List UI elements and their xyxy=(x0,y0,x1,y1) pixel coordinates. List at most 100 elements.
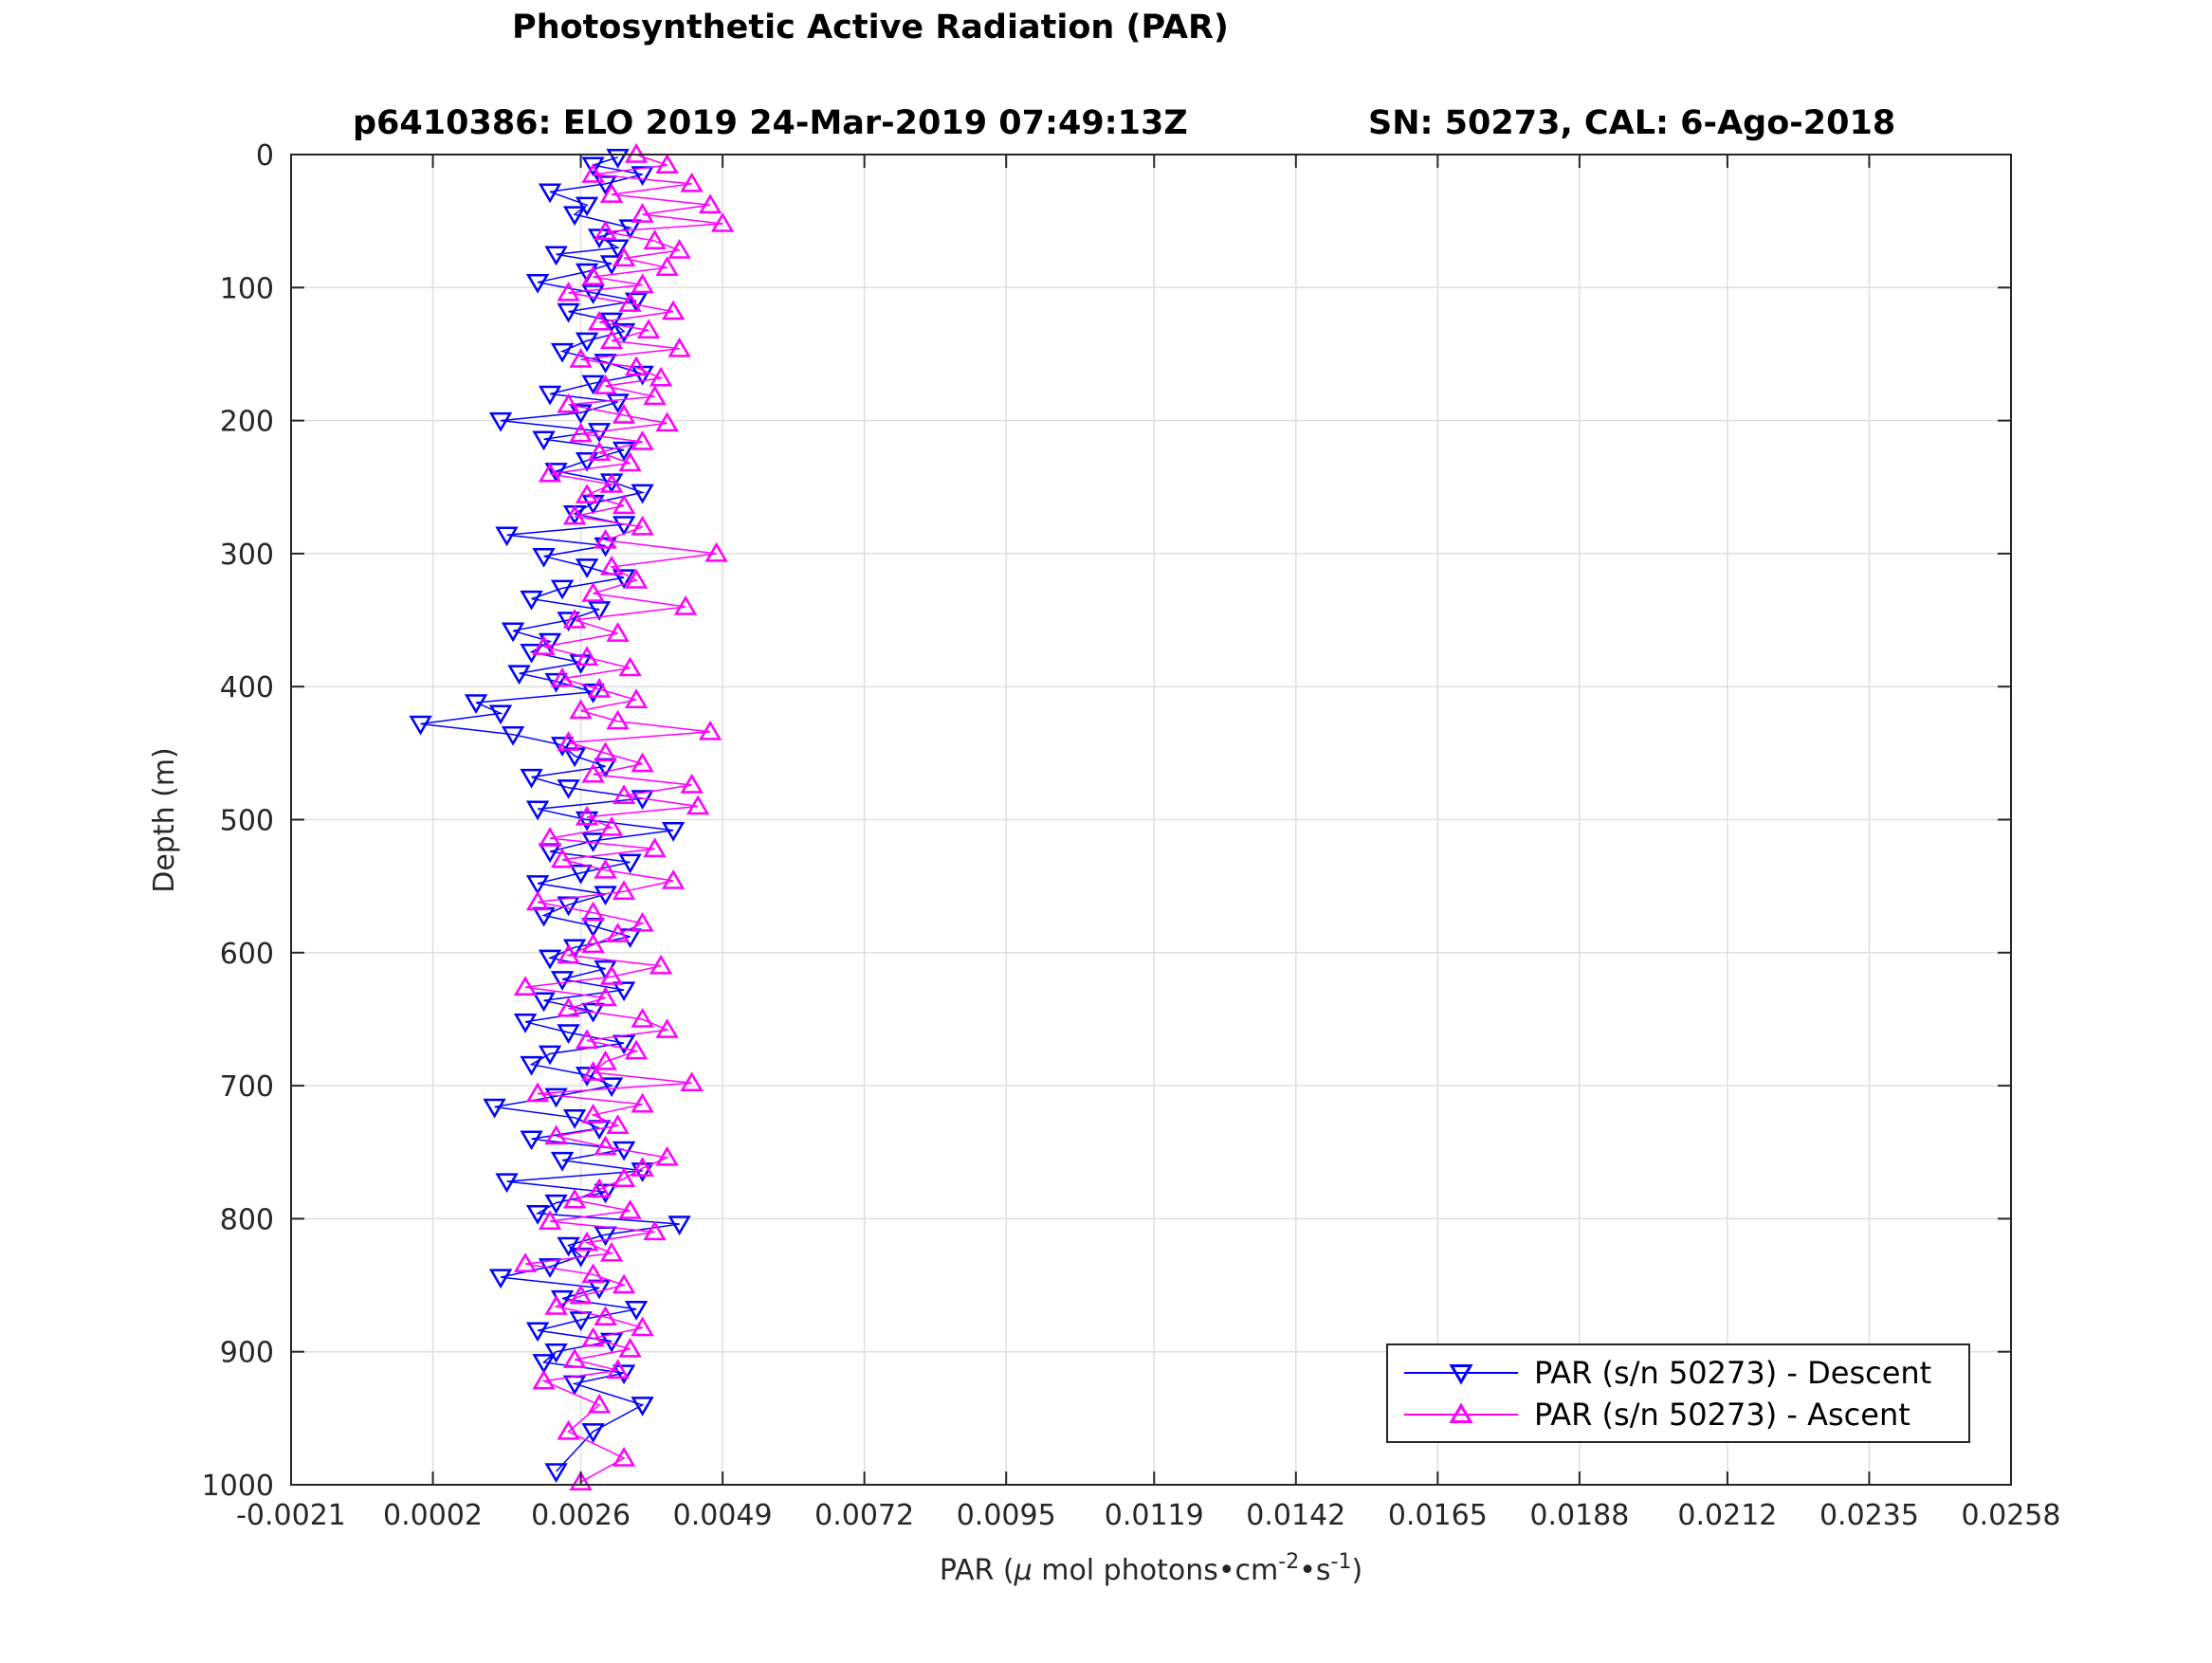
ascent-point xyxy=(594,858,617,879)
ascent-point xyxy=(612,494,636,515)
legend-ascent-label: PAR (s/n 50273) - Ascent xyxy=(1534,1397,1910,1433)
ascent-point xyxy=(624,568,649,589)
ascent-point xyxy=(581,163,605,183)
ascent-point xyxy=(631,752,654,773)
descent-point xyxy=(409,715,432,736)
descent-point xyxy=(538,949,562,970)
x-tick-label: 0.0119 xyxy=(1105,1499,1204,1532)
descent-point xyxy=(544,672,568,693)
ascent-point xyxy=(581,762,605,783)
ascent-point xyxy=(612,784,636,804)
descent-point xyxy=(661,821,686,842)
ascent-point xyxy=(587,1393,612,1414)
ascent-point xyxy=(569,1471,593,1490)
y-tick-label: 1000 xyxy=(202,1470,274,1503)
x-tick-label: 0.0258 xyxy=(1962,1499,2061,1532)
descent-point xyxy=(544,246,568,266)
legend-descent-marker xyxy=(1449,1364,1473,1385)
ascent-point xyxy=(594,1306,617,1325)
descent-point xyxy=(544,1194,568,1215)
descent-point xyxy=(525,1205,550,1225)
x-tick-label: 0.0026 xyxy=(531,1499,631,1532)
ascent-point xyxy=(587,441,612,462)
ascent-point xyxy=(513,976,538,996)
descent-point xyxy=(575,558,599,578)
ascent-point xyxy=(655,1145,679,1166)
descent-point xyxy=(581,1423,605,1443)
ascent-point xyxy=(673,595,698,615)
descent-point xyxy=(575,451,599,472)
descent-point xyxy=(532,1354,556,1374)
ascent-point xyxy=(667,239,691,259)
ascent-point xyxy=(680,172,704,192)
descent-point xyxy=(520,1130,543,1151)
descent-point xyxy=(550,737,575,757)
descent-point xyxy=(575,811,599,832)
ascent-point xyxy=(661,300,686,320)
ascent-point xyxy=(606,709,630,730)
ascent-point xyxy=(575,646,599,667)
ascent-point xyxy=(557,393,580,413)
ascent-point xyxy=(606,1114,630,1134)
ascent-point xyxy=(599,329,624,350)
ascent-point xyxy=(618,1199,642,1219)
ascent-point xyxy=(538,827,562,847)
x-tick-label: 0.0072 xyxy=(814,1499,914,1532)
descent-point xyxy=(520,768,543,789)
ascent-point xyxy=(594,375,617,394)
descent-point xyxy=(612,1364,636,1385)
ascent-point xyxy=(631,911,654,932)
ascent-point xyxy=(594,1135,617,1156)
descent-point xyxy=(544,1343,568,1363)
ascent-point xyxy=(594,220,617,241)
descent-point xyxy=(495,526,519,547)
series-layer xyxy=(409,143,735,1490)
ascent-point xyxy=(655,256,679,277)
descent-point xyxy=(550,971,575,991)
x-axis-label: PAR (μ mol photons•cm-2•s-1) xyxy=(940,1550,1362,1588)
descent-point xyxy=(464,694,488,715)
ascent-point xyxy=(612,1273,636,1294)
ascent-point xyxy=(618,656,642,677)
descent-point xyxy=(606,149,630,169)
ascent-point xyxy=(606,622,630,642)
descent-point xyxy=(557,1236,580,1257)
ascent-series xyxy=(513,143,735,1490)
ascent-point xyxy=(680,1071,704,1092)
ascent-point xyxy=(606,1359,630,1380)
ascent-point xyxy=(575,805,599,826)
descent-point xyxy=(520,590,543,611)
x-tick-label: 0.0002 xyxy=(383,1499,483,1532)
descent-point xyxy=(631,1162,654,1182)
y-axis: 0 100 200 300 400 500 600 700 800 900 1000 xyxy=(202,139,2011,1503)
ascent-point xyxy=(562,609,587,629)
ascent-point xyxy=(557,281,580,302)
descent-point xyxy=(599,1077,624,1098)
ascent-point xyxy=(631,1007,654,1028)
descent-point xyxy=(507,665,531,685)
descent-point xyxy=(569,864,593,885)
ascent-point xyxy=(631,1316,654,1337)
x-tick-label: 0.0142 xyxy=(1246,1499,1345,1532)
ascent-point xyxy=(631,515,654,536)
y-tick-label: 500 xyxy=(220,805,274,838)
descent-point xyxy=(575,1067,599,1087)
ascent-point xyxy=(636,319,661,338)
y-tick-label: 0 xyxy=(256,139,274,173)
ascent-point xyxy=(569,699,593,720)
ascent-point xyxy=(594,1050,617,1070)
x-tick-label: 0.0212 xyxy=(1677,1499,1777,1532)
ascent-point xyxy=(710,211,735,232)
descent-point xyxy=(569,1311,593,1331)
ascent-point xyxy=(655,154,679,174)
y-tick-label: 200 xyxy=(220,406,274,439)
ascent-point xyxy=(557,943,580,964)
chart-subtitle-left: p6410386: ELO 2019 24-Mar-2019 07:49:13Z xyxy=(353,104,1188,142)
ascent-point xyxy=(599,472,624,493)
descent-point xyxy=(631,166,654,187)
descent-point xyxy=(594,1183,617,1204)
descent-point xyxy=(562,1109,587,1129)
ascent-point xyxy=(704,541,728,562)
